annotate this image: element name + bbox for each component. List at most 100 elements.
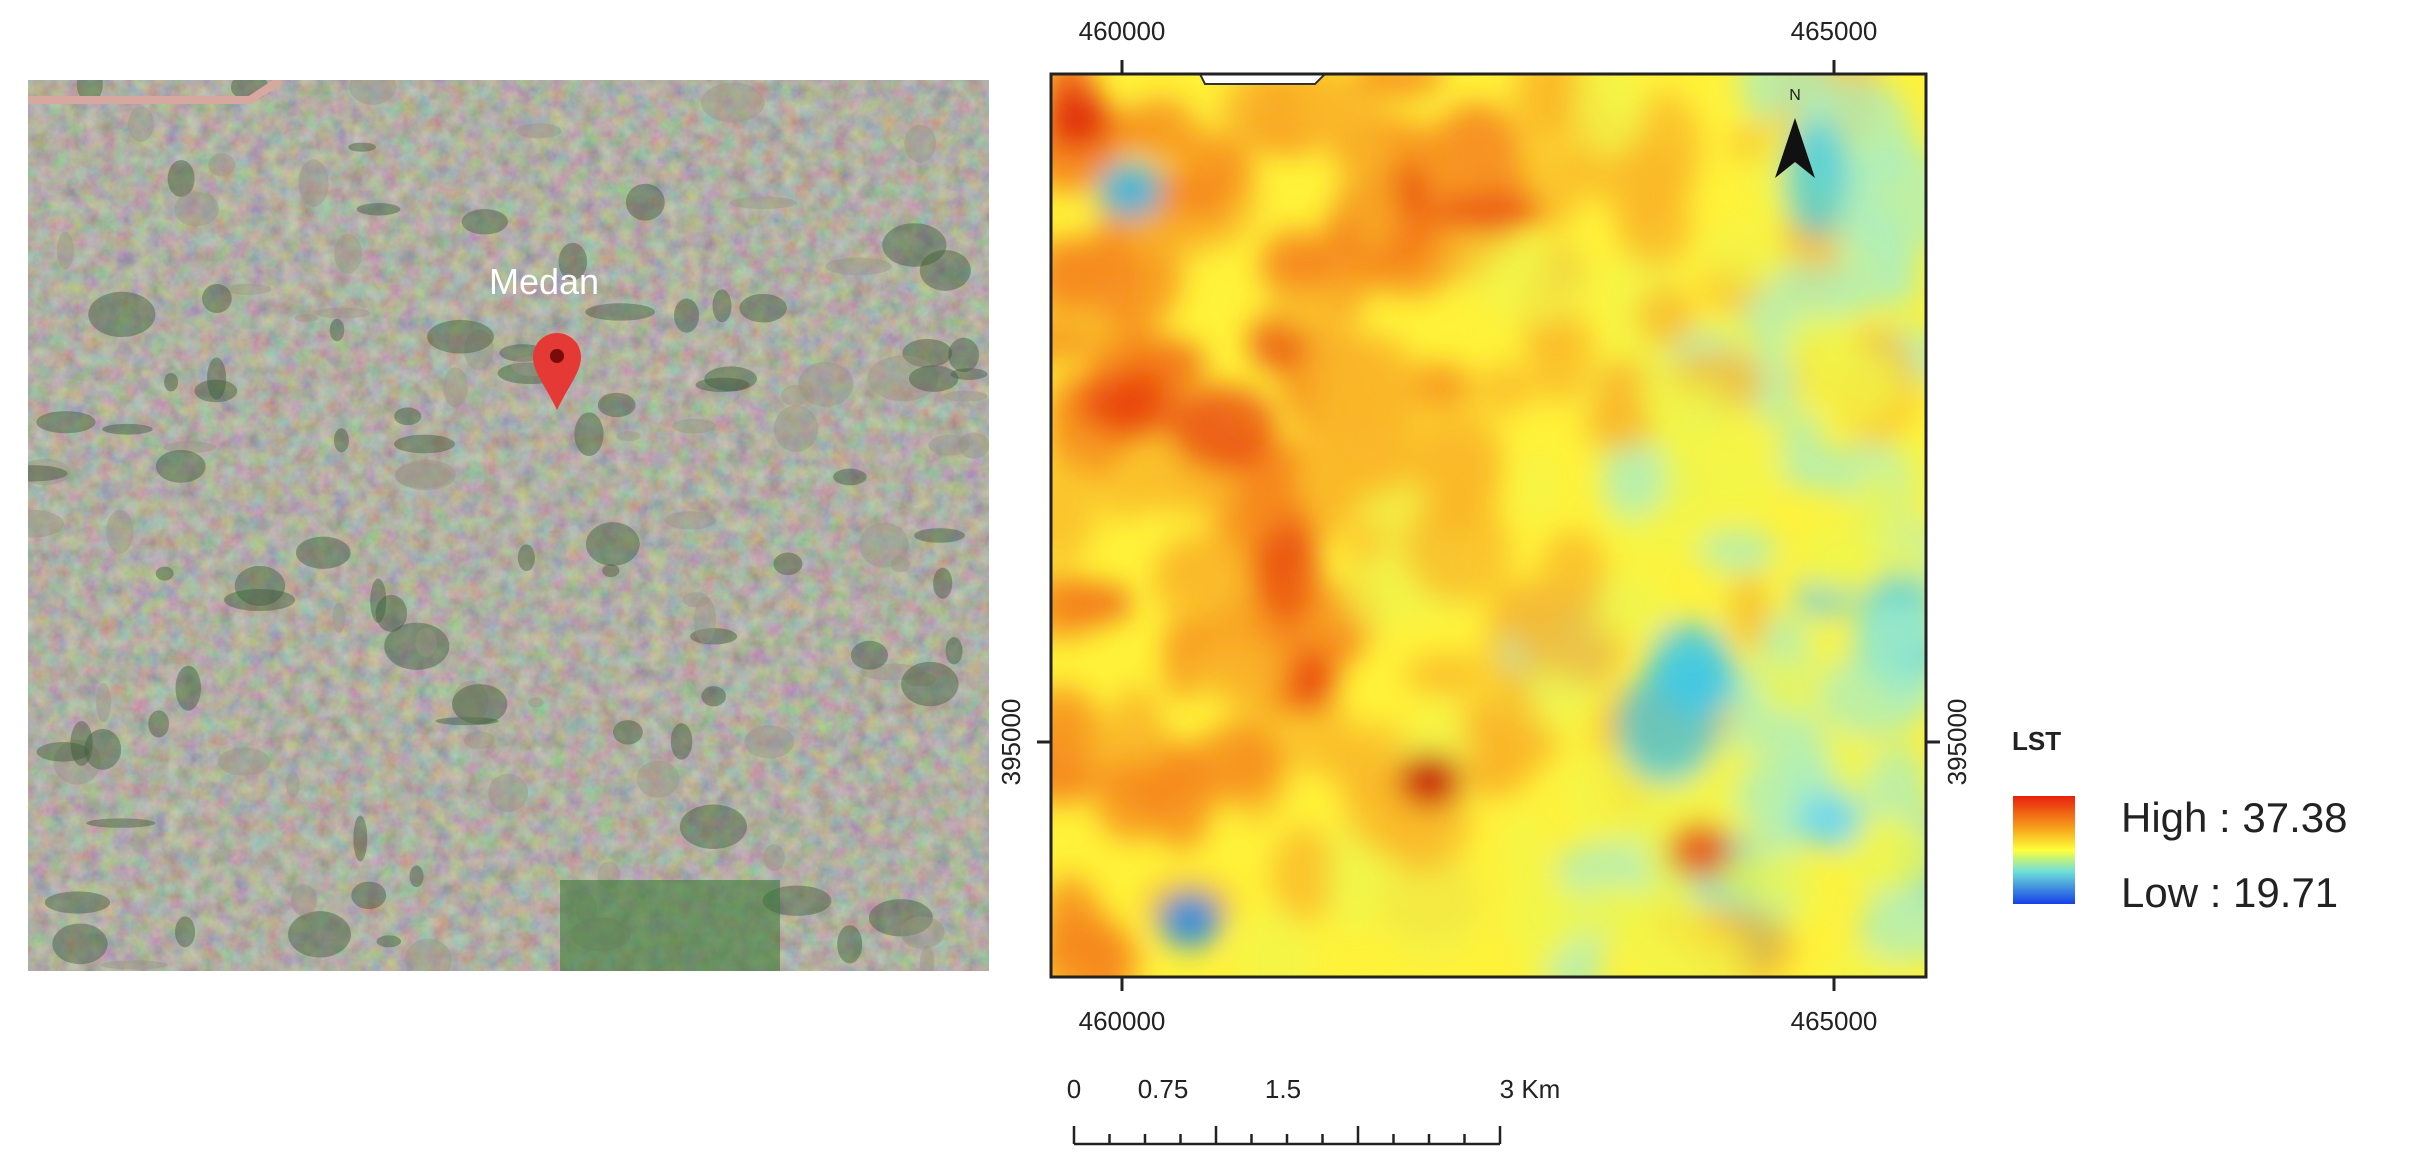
- vegetation-patch: [224, 588, 296, 612]
- lst-blob: [1379, 846, 1484, 962]
- lst-blob: [1252, 513, 1322, 621]
- vegetation-patch: [901, 661, 959, 707]
- vegetation-patch: [351, 881, 387, 910]
- vegetation-patch: [950, 368, 988, 380]
- vegetation-patch: [84, 728, 122, 770]
- lst-blob: [1546, 950, 1604, 977]
- vegetation-patch: [701, 82, 765, 123]
- lst-blob: [1051, 875, 1100, 963]
- lst-blob: [1190, 723, 1284, 801]
- vegetation-patch: [348, 142, 376, 152]
- vegetation-patch: [679, 804, 747, 849]
- vegetation: [28, 80, 989, 971]
- vegetation-patch: [298, 159, 329, 207]
- lst-blob: [1158, 537, 1228, 599]
- vegetation-patch: [825, 257, 893, 276]
- lst-blob: [1587, 879, 1641, 949]
- coord-label: 460000: [1079, 1006, 1166, 1036]
- vegetation-patch: [773, 405, 819, 452]
- vegetation-patch: [395, 459, 456, 491]
- vegetation-patch: [882, 223, 947, 267]
- place-label: Medan: [489, 261, 599, 302]
- vegetation-patch: [693, 596, 716, 644]
- vegetation-patch: [286, 771, 300, 798]
- vegetation-patch: [739, 293, 787, 323]
- vegetation-patch: [636, 760, 680, 798]
- vegetation-patch: [394, 462, 452, 489]
- satellite-texture: [28, 80, 989, 971]
- lst-blob: [1177, 130, 1253, 204]
- vegetation-patch: [488, 773, 529, 813]
- no-data-area: [1095, 74, 1327, 85]
- vegetation-patch: [602, 564, 620, 578]
- lst-blob: [1713, 851, 1824, 905]
- coord-label: 460000: [1079, 16, 1166, 46]
- vegetation-patch: [837, 925, 863, 964]
- legend-high: High : 37.38: [2121, 794, 2348, 841]
- vegetation-patch: [672, 418, 717, 434]
- vegetation-patch: [294, 313, 319, 323]
- vegetation-patch: [527, 697, 544, 708]
- coord-label: 395000: [996, 699, 1026, 786]
- legend-title: LST: [2012, 726, 2061, 756]
- satellite-image: [28, 80, 989, 971]
- vegetation-patch: [928, 434, 970, 456]
- boundary-road: [28, 80, 283, 104]
- scale-label: 0: [1067, 1074, 1081, 1104]
- vegetation-patch: [902, 338, 953, 368]
- vegetation-patch: [370, 578, 387, 623]
- lst-blob: [1571, 74, 1646, 159]
- lst-blob: [1617, 185, 1694, 269]
- vegetation-patch: [868, 899, 933, 937]
- lst-blob: [1082, 706, 1175, 791]
- vegetation-patch: [585, 303, 655, 321]
- vegetation-patch: [712, 289, 732, 323]
- vegetation-patch: [860, 663, 926, 681]
- vegetation-patch: [163, 441, 217, 454]
- lst-blob: [1125, 97, 1197, 162]
- vegetation-patch: [100, 960, 168, 970]
- lst-blob: [1798, 792, 1862, 848]
- lst-blob: [1132, 462, 1221, 515]
- vegetation-patch: [290, 884, 317, 916]
- lst-blob: [1539, 530, 1608, 613]
- vegetation-patch: [36, 742, 90, 762]
- vegetation-patch: [56, 231, 74, 270]
- lst-blob: [1527, 305, 1595, 404]
- vegetation-patch: [224, 283, 272, 295]
- lst-blob: [1583, 397, 1655, 453]
- vegetation-patch: [664, 511, 717, 530]
- vegetation-patch: [207, 357, 227, 400]
- lst-blob: [1432, 101, 1521, 219]
- vegetation-patch: [376, 935, 402, 948]
- vegetation-patch: [958, 432, 989, 459]
- coord-label: 395000: [1942, 699, 1972, 786]
- north-label: N: [1789, 87, 1801, 104]
- vegetation-patch: [175, 916, 196, 948]
- vegetation-patch: [356, 203, 401, 216]
- vegetation-patch: [461, 209, 508, 235]
- vegetation-patch: [28, 509, 65, 538]
- lst-field: [1051, 74, 1926, 977]
- lst-blob: [1878, 250, 1922, 309]
- scale-label: 0.75: [1138, 1074, 1189, 1104]
- scale-bar: [1072, 1126, 1502, 1146]
- vegetation-patch: [333, 428, 349, 453]
- lst-blob: [1760, 655, 1808, 718]
- vegetation-patch: [585, 522, 640, 566]
- lst-blob: [1806, 519, 1849, 592]
- vegetation-patch: [781, 384, 809, 407]
- lst-blob: [1805, 346, 1904, 428]
- lst-blob: [1051, 685, 1106, 806]
- lst-blob: [1286, 650, 1334, 716]
- map-frame: [1049, 72, 1928, 979]
- lst-blob: [1348, 74, 1445, 100]
- lst-blob: [1853, 601, 1926, 658]
- vegetation-patch: [394, 407, 422, 426]
- location-pin: [533, 333, 581, 410]
- vegetation-patch: [945, 637, 963, 665]
- vegetation-patch: [70, 721, 93, 766]
- vegetation-patch: [744, 725, 795, 759]
- vegetation-patch: [859, 522, 909, 568]
- vegetation-patch: [904, 672, 937, 687]
